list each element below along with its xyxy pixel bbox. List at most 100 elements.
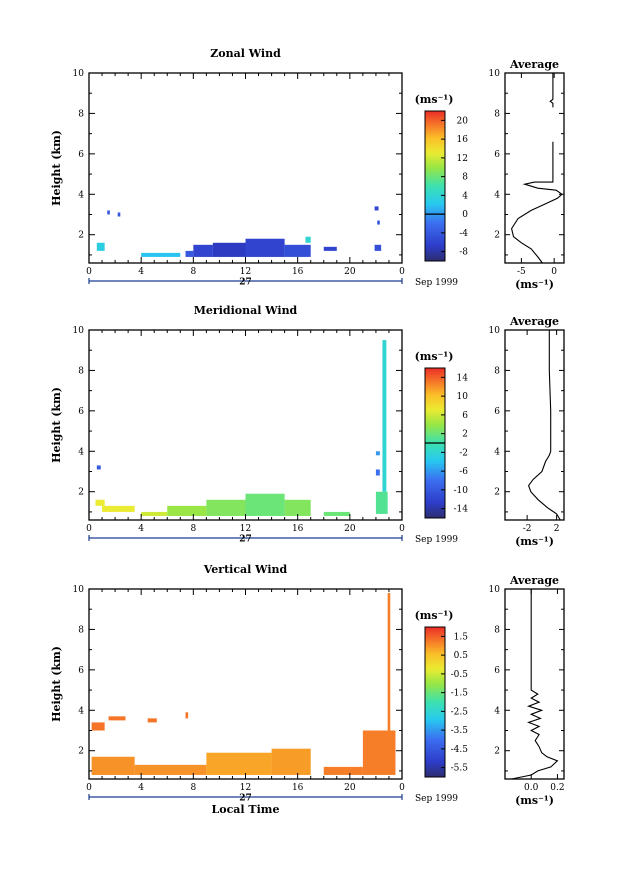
heatmap-cell [284, 499, 311, 516]
colorbar-segment [425, 758, 445, 762]
y-tick-label: 4 [494, 447, 500, 457]
colorbar-segment [425, 209, 445, 213]
colorbar-segment [425, 673, 445, 677]
x-tick-label: 4 [138, 524, 144, 534]
y-tick-label: 10 [73, 585, 85, 595]
colorbar-segment [425, 372, 445, 376]
colorbar-segment [425, 671, 445, 675]
colorbar-segment [425, 417, 445, 421]
colorbar-segment [425, 153, 445, 157]
colorbar-segment [425, 188, 445, 192]
colorbar-segment [425, 370, 445, 374]
colorbar-segment [425, 167, 445, 171]
colorbar-segment [425, 113, 445, 117]
colorbar-segment [425, 713, 445, 717]
colorbar-segment [425, 748, 445, 752]
colorbar-segment [425, 223, 445, 227]
colorbar-segment [425, 466, 445, 470]
colorbar-segment [425, 216, 445, 220]
y-tick-label: 8 [78, 366, 84, 376]
colorbar-segment [425, 202, 445, 206]
x-tick-label: 0 [399, 783, 405, 793]
colorbar-segment [425, 253, 445, 257]
colorbar-segment [425, 627, 445, 630]
colorbar-segment [425, 767, 445, 771]
colorbar-segment [425, 480, 445, 484]
heatmap-cell [185, 250, 194, 257]
colorbar-segment [425, 473, 445, 477]
y-tick-label: 4 [78, 190, 84, 200]
heatmap-cell [147, 718, 157, 723]
x-tick-label: 8 [190, 783, 196, 793]
colorbar-segment [425, 720, 445, 724]
colorbar-segment [425, 157, 445, 161]
colorbar-segment [425, 176, 445, 180]
colorbar-segment [425, 723, 445, 726]
colorbar-segment [425, 160, 445, 164]
colorbar-segment [425, 122, 445, 126]
colorbar-segment [425, 246, 445, 250]
colorbar-segment [425, 204, 445, 208]
colorbar-tick-label: 12 [457, 154, 468, 164]
colorbar-segment [425, 244, 445, 248]
colorbar-tick-label: -8 [459, 248, 468, 258]
colorbar-segment [425, 702, 445, 705]
average-x-tick-label: 0.0 [524, 783, 539, 793]
x-tick-label: 0 [86, 267, 92, 277]
colorbar-segment [425, 424, 445, 428]
colorbar-segment [425, 375, 445, 378]
colorbar-segment [425, 237, 445, 241]
colorbar-segment [425, 400, 445, 404]
colorbar-tick-label: -3.5 [451, 726, 469, 736]
colorbar-segment [425, 687, 445, 691]
colorbar-segment [425, 655, 445, 658]
heatmap-cell [271, 748, 311, 775]
colorbar-segment [425, 485, 445, 489]
x-tick-label: 12 [240, 524, 251, 534]
x-tick-label: 12 [240, 783, 251, 793]
colorbar-segment [425, 183, 445, 187]
colorbar-segment [425, 725, 445, 729]
colorbar-segment [425, 697, 445, 701]
average-title: Average [509, 58, 559, 71]
colorbar-segment [425, 650, 445, 654]
colorbar-segment [425, 221, 445, 224]
y-tick-label: 10 [73, 69, 85, 79]
average-unit: (ms⁻¹) [515, 794, 554, 807]
heatmap-cell [141, 511, 168, 516]
colorbar-segment [425, 676, 445, 680]
colorbar-segment [425, 431, 445, 435]
colorbar-segment [425, 471, 445, 474]
x-tick-label: 12 [240, 267, 251, 277]
colorbar-segment [425, 120, 445, 124]
heatmap-cell [284, 244, 311, 257]
colorbar-segment [425, 403, 445, 406]
colorbar-segment [425, 746, 445, 750]
y-tick-label: 10 [489, 326, 501, 336]
colorbar-segment [425, 405, 445, 409]
colorbar-segment [425, 410, 445, 414]
heatmap-cell [305, 236, 311, 243]
colorbar-segment [425, 377, 445, 381]
colorbar-segment [425, 393, 445, 397]
colorbar-segment [425, 692, 445, 696]
heatmap-cell [362, 730, 396, 775]
colorbar-tick-label: -2.5 [451, 707, 469, 717]
colorbar-segment [425, 709, 445, 712]
colorbar-segment [425, 186, 445, 189]
heatmap-cell [206, 752, 272, 775]
y-tick-label: 2 [494, 747, 500, 757]
colorbar-unit: (ms⁻¹) [415, 609, 454, 622]
y-tick-label: 4 [494, 190, 500, 200]
average-frame [504, 588, 565, 780]
colorbar-segment [425, 652, 445, 656]
colorbar-tick-label: 1.5 [454, 632, 469, 642]
heatmap-cell [245, 238, 285, 257]
average-x-tick-label: 0.2 [550, 783, 564, 793]
x-tick-label: 16 [292, 524, 304, 534]
colorbar-segment [425, 683, 445, 687]
y-axis-label: Height (km) [50, 387, 63, 463]
colorbar-tick-label: -2 [459, 448, 468, 458]
heatmap-cells [96, 206, 382, 257]
y-tick-label: 2 [78, 488, 84, 498]
